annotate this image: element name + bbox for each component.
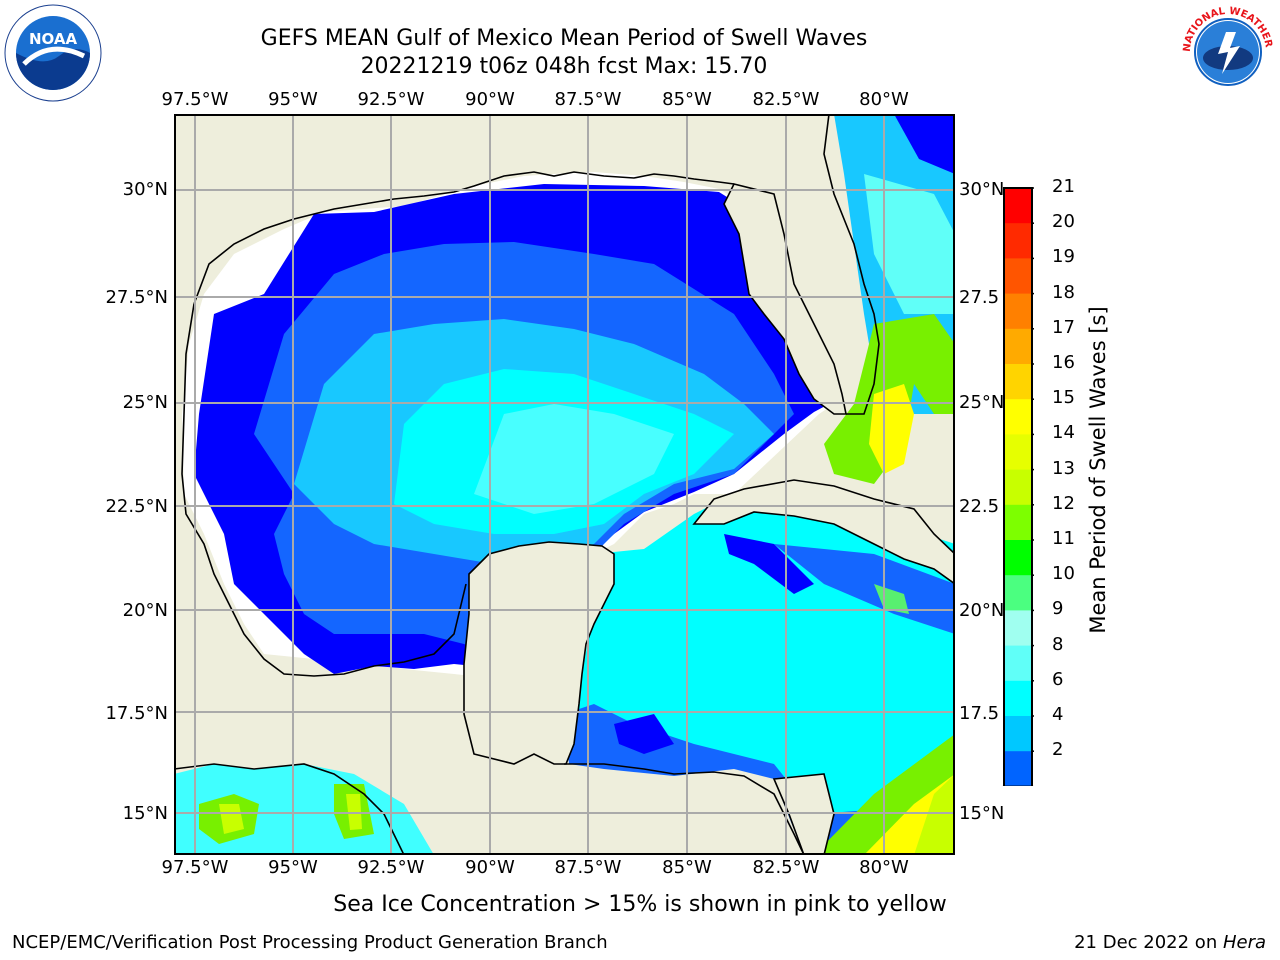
lon-tick-bottom-6: 82.5°W xyxy=(752,857,820,878)
colorbar-segment-1 xyxy=(1004,223,1032,259)
colorbar-tick-9: 12 xyxy=(1052,492,1075,514)
chart-title: GEFS MEAN Gulf of Mexico Mean Period of … xyxy=(260,26,868,51)
lat-tick-left-6: 15°N xyxy=(122,803,168,824)
colorbar-tick-0: 21 xyxy=(1052,176,1075,197)
lon-tick-bottom-1: 95°W xyxy=(268,857,318,878)
colorbar-segment-8 xyxy=(1004,469,1032,506)
caribbean-deep xyxy=(614,714,674,754)
map-frame xyxy=(174,114,955,855)
footer-org: NCEP/EMC/Verification Post Processing Pr… xyxy=(12,932,608,953)
caribbean-deep-2 xyxy=(724,534,814,594)
lat-tick-left-0: 30°N xyxy=(122,179,168,200)
lat-tick-right-0: 30°N xyxy=(959,179,1005,200)
colorbar-segment-5 xyxy=(1004,364,1032,400)
noaa-logo-text: NOAA xyxy=(29,30,78,48)
footer-date-text: 21 Dec 2022 on xyxy=(1074,932,1223,953)
colorbar-tick-16: 2 xyxy=(1052,739,1064,761)
colorbar-tick-8: 13 xyxy=(1052,457,1075,479)
colorbar-segment-7 xyxy=(1004,434,1032,471)
bahamas-yellow xyxy=(869,384,914,474)
chart-subtitle: 20221219 t06z 048h fcst Max: 15.70 xyxy=(360,54,768,79)
sea-ice-note: Sea Ice Concentration > 15% is shown in … xyxy=(333,892,947,917)
atlantic-light xyxy=(864,174,955,314)
colorbar-title: Mean Period of Swell Waves [s] xyxy=(1086,306,1110,634)
colorbar-segment-14 xyxy=(1004,680,1032,717)
colorbar-tick-2: 19 xyxy=(1052,246,1075,268)
cayman-green xyxy=(874,584,909,614)
lon-tick-top-3: 90°W xyxy=(465,89,515,110)
colorbar-segment-12 xyxy=(1004,610,1032,647)
colorbar-tick-10: 11 xyxy=(1052,528,1075,549)
colorbar-segment-2 xyxy=(1004,258,1032,295)
florida-east-coastline xyxy=(823,114,880,415)
lat-tick-right-1: 27.5 xyxy=(959,287,1000,308)
lon-tick-top-6: 82.5°W xyxy=(752,89,820,110)
colorbar-tick-14: 6 xyxy=(1052,668,1064,690)
colorbar-segment-3 xyxy=(1004,293,1032,330)
graticule xyxy=(174,114,955,855)
lon-tick-top-5: 85°W xyxy=(662,89,712,110)
colorbar-tick-5: 16 xyxy=(1052,352,1075,373)
colorbar-tick-6: 15 xyxy=(1052,387,1075,409)
honduras-coastline xyxy=(564,763,805,855)
lat-tick-right-2: 25°N xyxy=(959,392,1005,413)
pacific-yellow-1 xyxy=(219,804,244,834)
lon-tick-bottom-0: 97.5°W xyxy=(161,857,229,878)
yucatan-land xyxy=(463,541,615,765)
colorbar-tick-1: 20 xyxy=(1052,211,1075,233)
lat-tick-left-3: 22.5°N xyxy=(105,496,168,517)
lat-tick-right-6: 15°N xyxy=(959,803,1005,824)
lon-tick-bottom-3: 90°W xyxy=(465,857,515,878)
lat-tick-left-1: 27.5°N xyxy=(105,287,168,308)
colorbar-segment-0 xyxy=(1004,188,1032,224)
colorbar-tick-3: 18 xyxy=(1052,281,1075,303)
nws-logo: NATIONAL WEATHER SERVICE xyxy=(1174,0,1278,102)
gulf-light-cyan xyxy=(474,404,674,514)
colorbar-tick-4: 17 xyxy=(1052,316,1075,338)
lon-tick-top-4: 87.5°W xyxy=(554,89,622,110)
map-panel xyxy=(174,114,955,855)
colorbar-segment-15 xyxy=(1004,716,1032,752)
mexico-coastline xyxy=(181,303,467,677)
colorbar xyxy=(1000,186,1034,817)
lat-tick-left-4: 20°N xyxy=(122,600,168,621)
lat-tick-right-4: 20°N xyxy=(959,600,1005,621)
central-america-coastline xyxy=(174,763,405,855)
colorbar-tick-13: 8 xyxy=(1052,633,1064,655)
footer-date: 21 Dec 2022 on Hera xyxy=(1074,932,1266,953)
lat-tick-left-2: 25°N xyxy=(122,392,168,413)
lon-tick-top-2: 92.5°W xyxy=(357,89,425,110)
colorbar-tick-7: 14 xyxy=(1052,422,1075,444)
noaa-logo: NOAA xyxy=(4,4,102,102)
colorbar-segment-11 xyxy=(1004,575,1032,611)
lat-tick-right-3: 22.5 xyxy=(959,496,1000,517)
lat-tick-left-5: 17.5°N xyxy=(105,703,168,724)
colorbar-segment-4 xyxy=(1004,328,1032,365)
colorbar-tick-12: 9 xyxy=(1052,598,1064,620)
colorbar-segment-10 xyxy=(1004,540,1032,576)
colorbar-tick-15: 4 xyxy=(1052,704,1064,725)
lon-tick-bottom-4: 87.5°W xyxy=(554,857,622,878)
colorbar-segment-9 xyxy=(1004,504,1032,541)
north-coastline xyxy=(193,171,735,305)
atlantic-deep xyxy=(894,114,955,174)
caribbean-yellowgreen xyxy=(914,774,955,855)
lon-tick-top-1: 95°W xyxy=(268,89,318,110)
footer-machine: Hera xyxy=(1222,932,1266,953)
colorbar-segment-13 xyxy=(1004,645,1032,682)
colorbar-segment-16 xyxy=(1004,751,1032,787)
colorbar-segment-6 xyxy=(1004,399,1032,435)
lon-tick-bottom-5: 85°W xyxy=(662,857,712,878)
lat-tick-right-5: 17.5 xyxy=(959,703,1000,724)
lon-tick-top-0: 97.5°W xyxy=(161,89,229,110)
lon-tick-bottom-7: 80°W xyxy=(859,857,909,878)
lon-tick-bottom-2: 92.5°W xyxy=(357,857,425,878)
cayman-blue xyxy=(774,544,955,634)
lon-tick-top-7: 80°W xyxy=(859,89,909,110)
colorbar-tick-11: 10 xyxy=(1052,563,1075,585)
